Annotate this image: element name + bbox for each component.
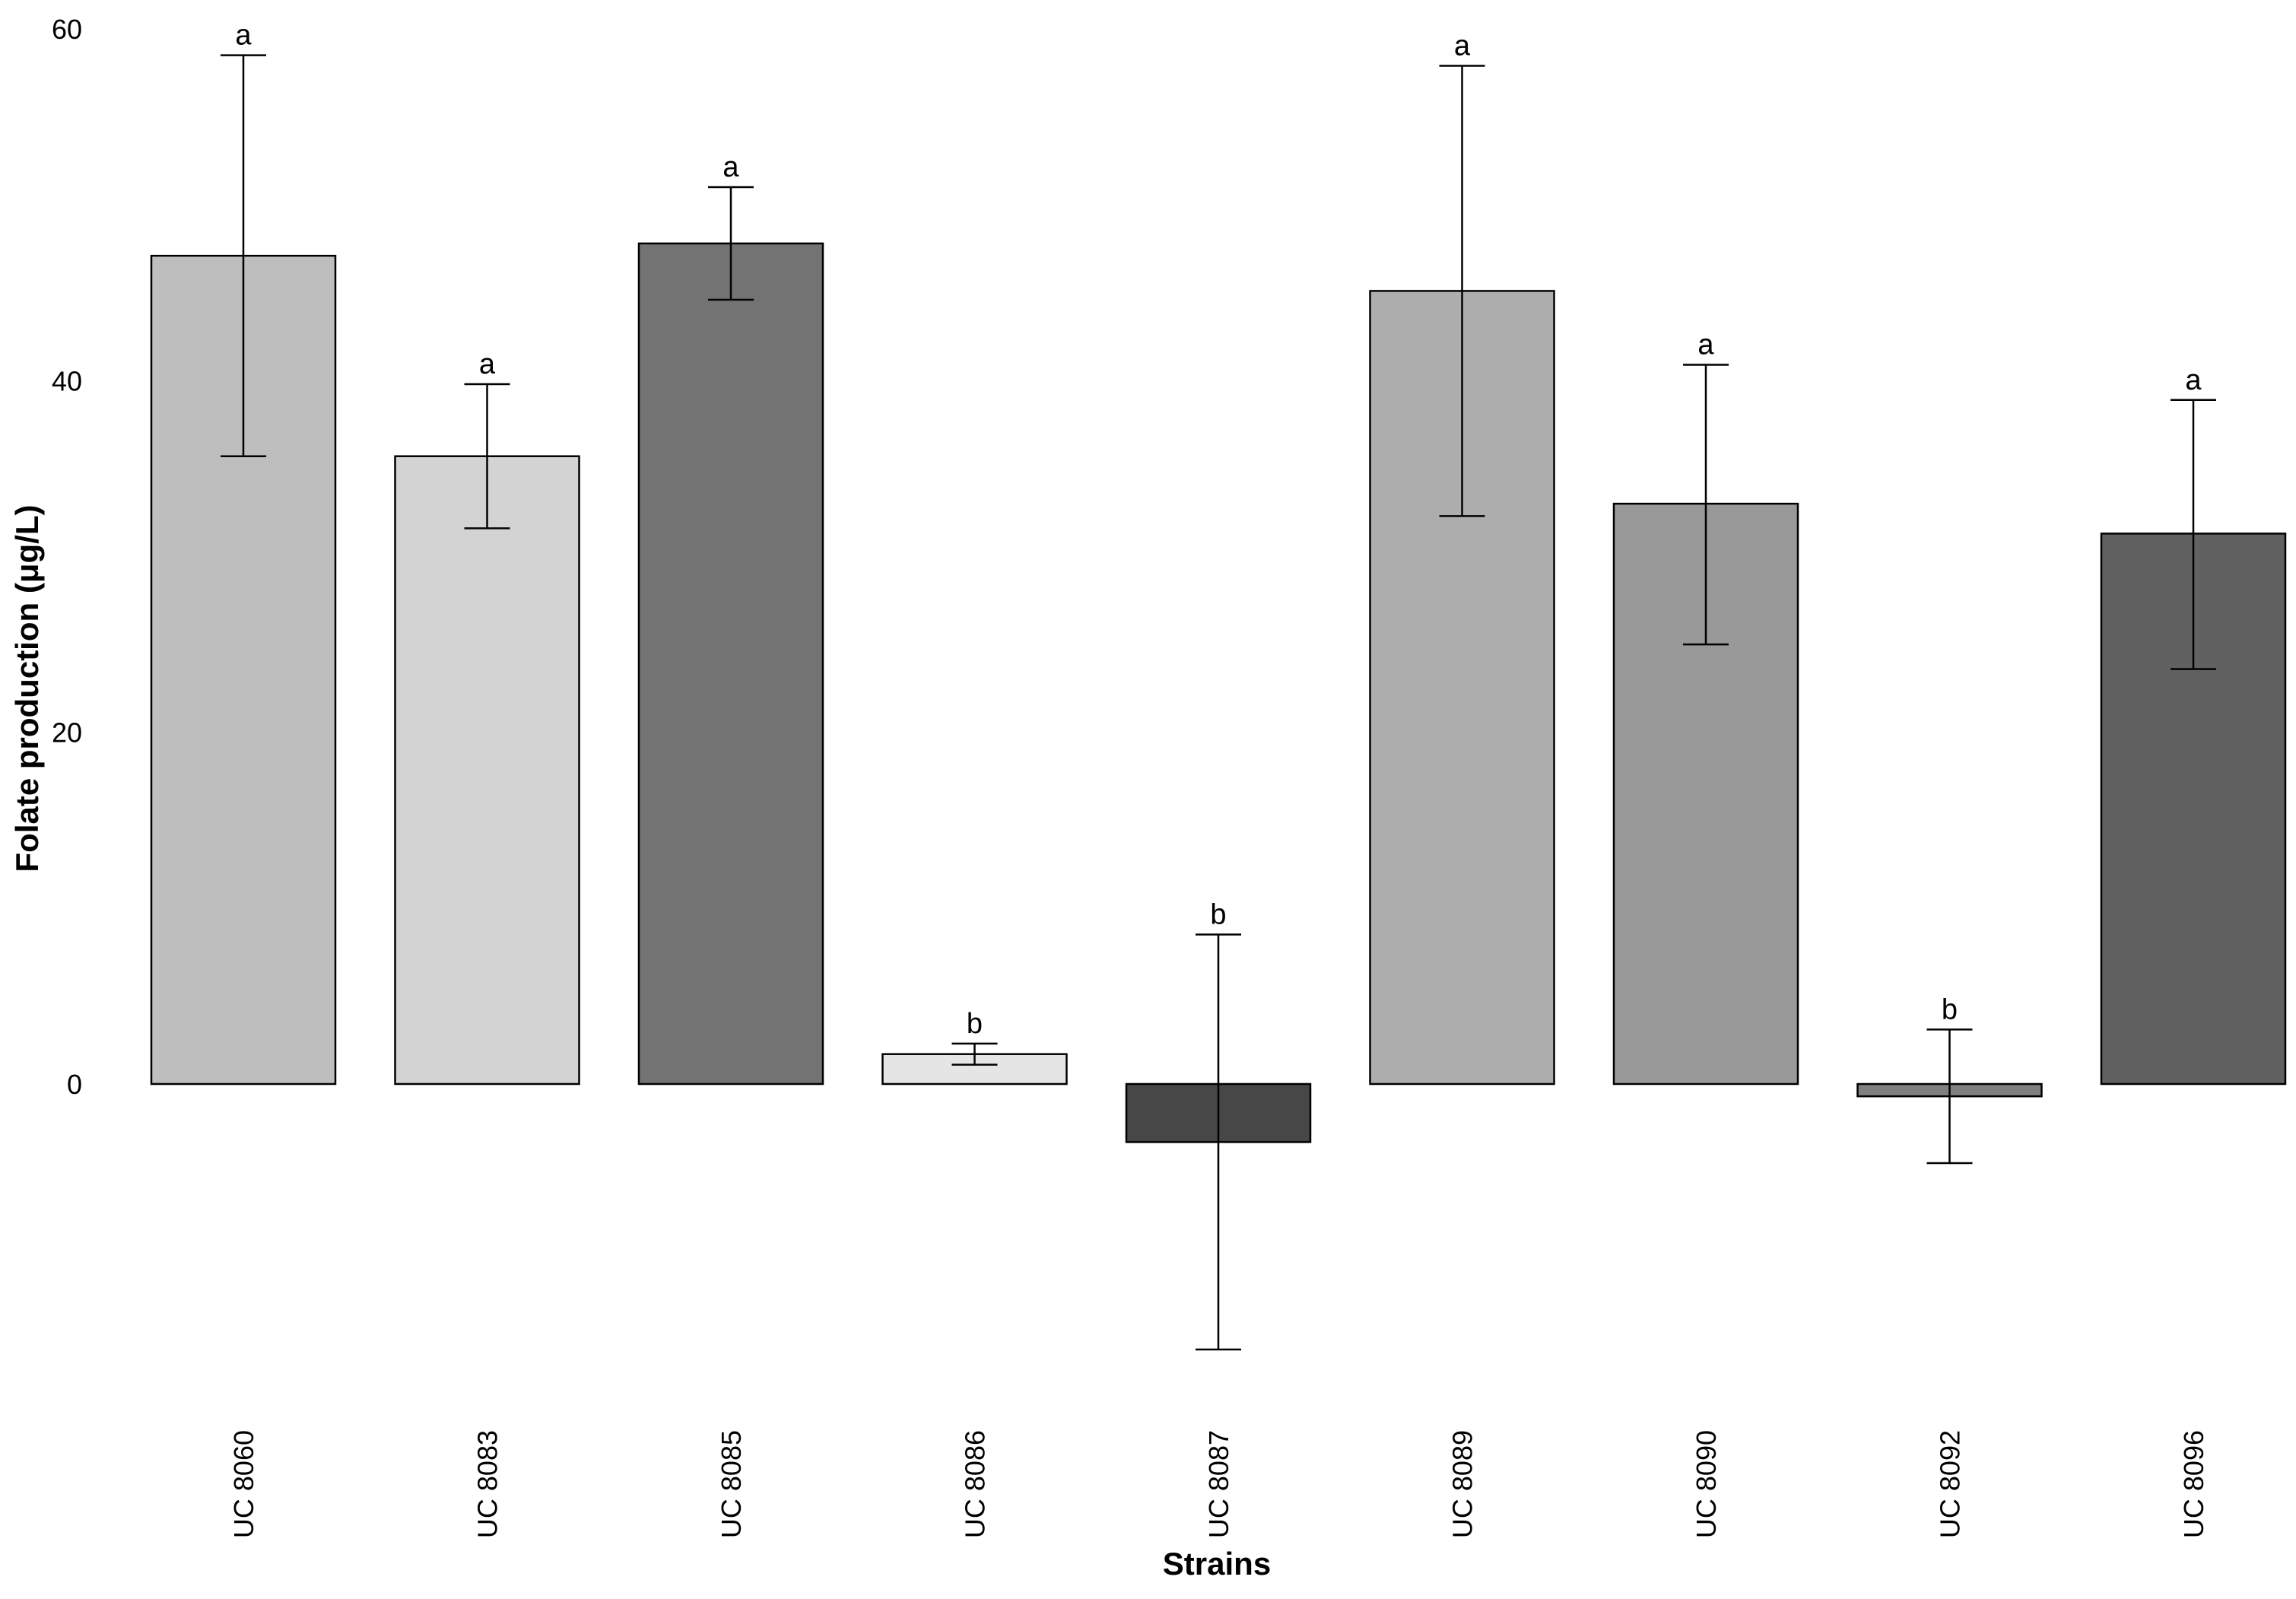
x-category-label: UC 8083	[472, 1430, 503, 1538]
y-axis-title: Folate production (μg/L)	[9, 505, 45, 873]
y-tick-label: 40	[52, 365, 82, 396]
y-tick-label: 60	[52, 14, 82, 45]
bar	[637, 242, 824, 1086]
significance-letters: a a a b b a a b a	[235, 20, 2202, 1040]
y-axis-ticks: 0 20 40 60	[52, 14, 82, 1100]
x-category-label: UC 8096	[2178, 1430, 2209, 1538]
error-bars	[221, 54, 2216, 1351]
significance-letter: b	[1942, 993, 1958, 1025]
y-tick-label: 20	[52, 717, 82, 749]
bar	[394, 455, 580, 1086]
significance-letter: a	[1454, 30, 1471, 62]
significance-letter: a	[722, 151, 739, 183]
x-category-label: UC 8092	[1935, 1430, 1966, 1538]
x-category-label: UC 8085	[716, 1430, 747, 1538]
x-category-label: UC 8090	[1691, 1430, 1722, 1538]
x-category-label: UC 8086	[960, 1430, 991, 1538]
significance-letter: b	[967, 1008, 983, 1040]
x-axis-title: Strains	[1163, 1546, 1271, 1582]
x-axis-categories: UC 8060 UC 8083 UC 8085 UC 8086 UC 8087 UC 80…	[228, 1430, 2209, 1538]
significance-letter: b	[1210, 899, 1226, 931]
y-tick-label: 0	[67, 1069, 82, 1100]
bar	[881, 1053, 1068, 1086]
x-category-label: UC 8087	[1203, 1430, 1234, 1538]
x-category-label: UC 8060	[228, 1430, 259, 1538]
significance-letter: a	[479, 348, 496, 380]
significance-letter: a	[2185, 364, 2202, 396]
x-category-label: UC 8089	[1447, 1430, 1478, 1538]
significance-letter: a	[1697, 329, 1714, 361]
significance-letter: a	[235, 20, 252, 52]
